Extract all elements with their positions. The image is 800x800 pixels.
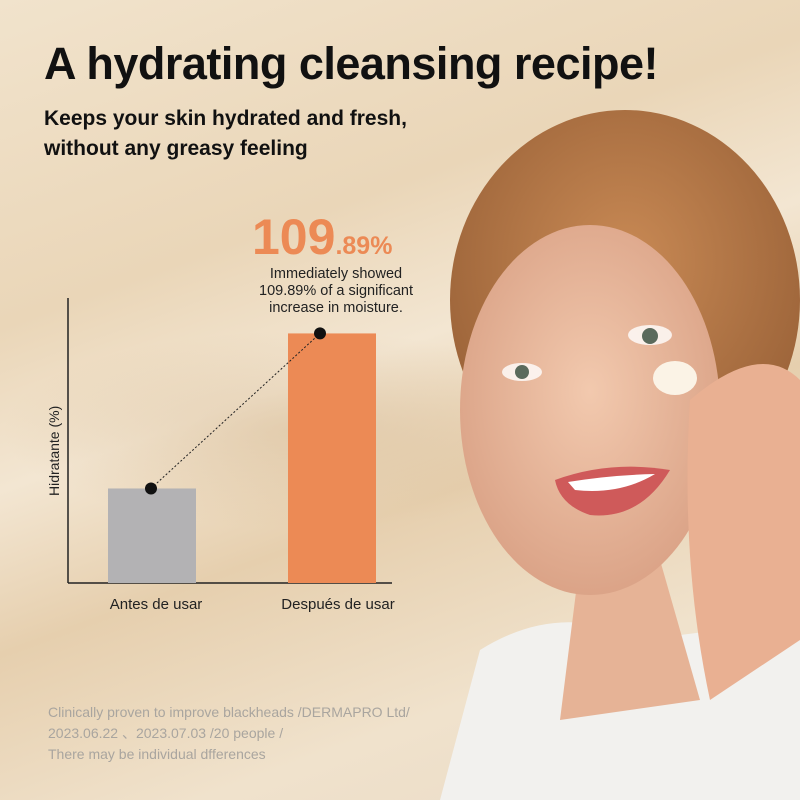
data-point [145,482,157,495]
callout-line: increase in moisture. [269,300,403,316]
callout-line: Immediately showed [269,266,403,282]
y-axis-label: Hidratante (%) [46,405,62,496]
highlight-percentage: 109.89% [252,208,392,266]
bar-after [288,333,376,583]
footnote-line: 2023.06.22 、2023.07.03 /20 people / [48,725,284,741]
callout-description: Immediately showed 109.89% of a signific… [236,266,436,317]
x-tick-label: Antes de usar [110,596,203,613]
footnote-line: Clinically proven to improve blackheads … [48,704,410,720]
data-point [314,327,326,340]
subheadline-line: Keeps your skin hydrated and fresh, [44,107,407,130]
bar-before [108,488,196,583]
callout-line: 109.89% of a significant [259,283,413,299]
subheadline-line: without any greasy feeling [44,137,308,160]
footnote-line: There may be individual dfferences [48,746,266,762]
x-tick-label: Después de usar [281,596,394,613]
headline: A hydrating cleansing recipe! [44,38,658,89]
subheadline: Keeps your skin hydrated and fresh, with… [44,104,407,164]
footnote: Clinically proven to improve blackheads … [48,702,410,765]
percentage-integer: 109 [252,209,336,265]
percentage-decimal: .89% [335,232,393,260]
